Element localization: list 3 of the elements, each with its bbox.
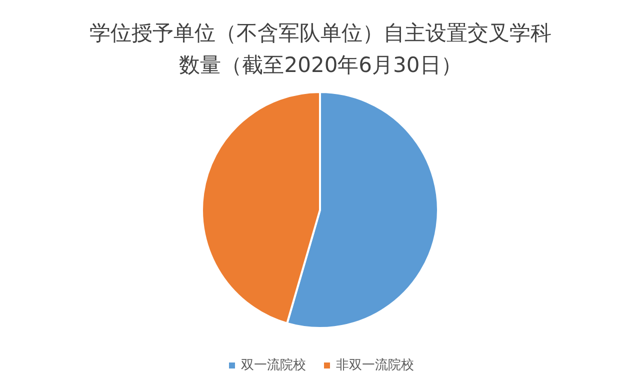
legend-label: 非双一流院校	[336, 357, 414, 373]
legend-label: 双一流院校	[241, 357, 306, 373]
chart-title: 学位授予单位（不含军队单位）自主设置交叉学科数量（截至2020年6月30日）	[90, 21, 552, 77]
